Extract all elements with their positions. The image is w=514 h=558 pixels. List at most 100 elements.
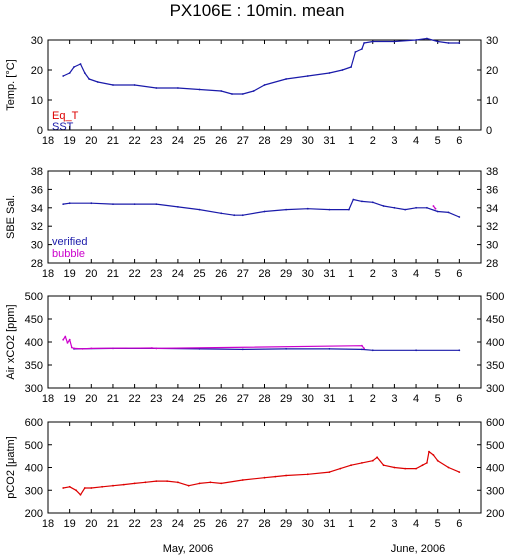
- data-point: [81, 348, 84, 350]
- y-tick-label-right: 32: [486, 221, 498, 233]
- x-tick-label: 24: [172, 268, 184, 280]
- x-tick-label: 5: [435, 518, 441, 530]
- data-point: [436, 40, 439, 43]
- y-tick-label: 20: [31, 65, 43, 77]
- data-point: [426, 462, 428, 464]
- data-point: [73, 66, 75, 68]
- data-point: [328, 72, 331, 74]
- x-tick-label: 23: [150, 393, 162, 405]
- data-point: [415, 349, 417, 352]
- x-tick-label: 30: [302, 268, 314, 280]
- month-label-may: May, 2006: [163, 543, 214, 555]
- x-tick-label: 4: [413, 393, 419, 405]
- data-point: [339, 467, 342, 470]
- data-point: [376, 456, 378, 459]
- x-tick-label: 3: [391, 268, 397, 280]
- x-tick-label: 22: [128, 393, 140, 405]
- series-line: [63, 451, 460, 496]
- x-tick-label: 23: [150, 268, 162, 280]
- data-point: [382, 464, 385, 467]
- x-tick-label: 29: [280, 135, 292, 147]
- x-tick-label: 3: [391, 393, 397, 405]
- x-tick-label: 5: [435, 393, 441, 405]
- y-tick-label-right: 20: [486, 65, 498, 77]
- data-point: [436, 459, 439, 462]
- data-point: [371, 349, 374, 352]
- data-point: [458, 349, 461, 352]
- y-tick-label: 10: [31, 95, 43, 107]
- y-tick-label: 500: [25, 291, 43, 303]
- data-point: [371, 40, 374, 43]
- data-point: [101, 485, 103, 488]
- data-point: [90, 347, 93, 350]
- data-point: [393, 40, 396, 43]
- x-tick-label: 26: [215, 393, 227, 405]
- x-tick-label: 21: [107, 135, 119, 147]
- data-point: [348, 208, 350, 211]
- x-tick-label: 24: [172, 518, 184, 530]
- y-tick-label: 34: [31, 203, 43, 215]
- data-point: [88, 78, 90, 80]
- x-tick-label: 21: [107, 518, 119, 530]
- panel-frame: [47, 295, 482, 389]
- data-point: [432, 205, 435, 207]
- data-point: [361, 200, 363, 203]
- x-tick-label: 3: [391, 135, 397, 147]
- data-point: [350, 66, 352, 68]
- x-tick-label: 19: [64, 518, 76, 530]
- x-tick-label: 5: [435, 268, 441, 280]
- x-tick-label: 20: [85, 393, 97, 405]
- x-tick-label: 20: [85, 135, 97, 147]
- x-tick-label: 6: [456, 518, 462, 530]
- figure-title: PX106E : 10min. mean: [170, 1, 345, 20]
- x-tick-label: 4: [413, 135, 419, 147]
- x-tick-label: 25: [193, 393, 205, 405]
- x-tick-label: 1: [348, 135, 354, 147]
- x-tick-label: 1: [348, 518, 354, 530]
- data-point: [361, 348, 363, 351]
- data-point: [90, 487, 93, 489]
- data-point: [62, 338, 65, 341]
- y-tick-label: 300: [25, 485, 43, 497]
- x-tick-label: 25: [193, 268, 205, 280]
- data-point: [285, 348, 287, 350]
- x-tick-label: 6: [456, 393, 462, 405]
- data-point: [83, 487, 86, 489]
- data-point: [198, 208, 201, 211]
- y-tick-label-right: 36: [486, 184, 498, 196]
- panel-frame: [47, 421, 482, 514]
- x-tick-label: 26: [215, 135, 227, 147]
- x-tick-label: 21: [107, 268, 119, 280]
- data-point: [421, 464, 424, 467]
- data-point: [79, 493, 82, 496]
- data-point: [263, 476, 266, 479]
- data-point: [66, 342, 69, 344]
- x-tick-label: 27: [237, 518, 249, 530]
- data-point: [177, 206, 179, 208]
- data-point: [79, 63, 82, 65]
- data-point: [198, 482, 201, 485]
- y-tick-label-right: 200: [486, 508, 504, 520]
- x-tick-label: 2: [370, 518, 376, 530]
- x-tick-label: 23: [150, 135, 162, 147]
- x-tick-label: 6: [456, 268, 462, 280]
- y-tick-label-right: 350: [486, 360, 504, 372]
- data-point: [177, 481, 179, 484]
- data-point: [241, 214, 244, 217]
- y-tick-label: 0: [37, 125, 43, 137]
- data-point: [285, 474, 287, 477]
- y-axis-label: SBE Sal.: [5, 195, 17, 239]
- data-point: [354, 51, 357, 53]
- x-tick-label: 3: [391, 518, 397, 530]
- data-point: [393, 206, 396, 209]
- salinity-legend-bubble: bubble: [52, 248, 85, 260]
- data-point: [285, 78, 287, 80]
- data-point: [306, 75, 309, 77]
- data-point: [155, 480, 158, 482]
- y-tick-label-right: 34: [486, 203, 498, 215]
- x-tick-label: 2: [370, 393, 376, 405]
- data-point: [241, 93, 244, 95]
